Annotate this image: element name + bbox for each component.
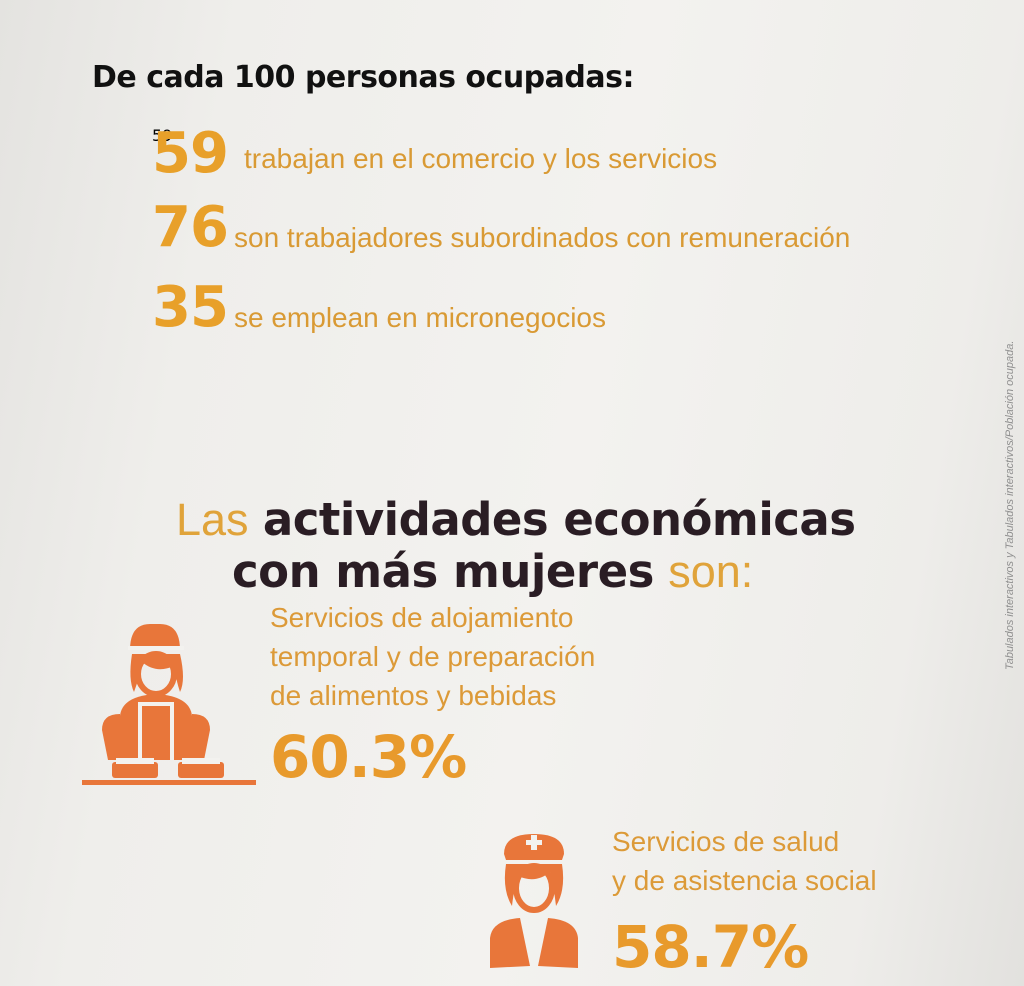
stat-number-micro: 35 [152,275,229,340]
side-source-note: Tabulados interactivos y Tabulados inter… [1004,340,1016,670]
section-title-pre: Las [176,494,249,545]
activity-label-health-line: y de asistencia social [612,865,877,896]
cook-woman-icon [82,624,256,785]
stat-text-micro: se emplean en micronegocios [234,302,606,333]
section-title-bold-line1: actividades económicas [262,493,856,546]
activity-percent-food: 60.3% [270,723,467,791]
stat-text-commerce: trabajan en el comercio y los servicios [244,143,718,174]
activity-label-food-line: Servicios de alojamiento [270,602,574,633]
section-title-bold-line2: con más mujeres [232,545,654,598]
activity-percent-health: 58.7% [612,913,809,981]
stat-number-subordinate: 76 [152,195,229,260]
stat-text-subordinate: son trabajadores subordinados con remune… [234,222,851,253]
activity-label-food-line: temporal y de preparación [270,641,596,672]
stat-number-commerce: 59 [152,126,173,145]
section-title: Las actividades económicas con más mujer… [176,494,856,598]
activity-label-food: Servicios de alojamiento temporal y de p… [270,598,595,715]
activity-label-health-line: Servicios de salud [612,826,840,857]
section-title-post: son: [668,546,754,597]
activity-label-health: Servicios de salud y de asistencia socia… [612,822,877,900]
stat-number-commerce-value: 59 [152,121,229,186]
page-heading: De cada 100 personas ocupadas: [92,60,634,95]
activity-label-food-line: de alimentos y bebidas [270,680,557,711]
nurse-icon [490,834,578,968]
